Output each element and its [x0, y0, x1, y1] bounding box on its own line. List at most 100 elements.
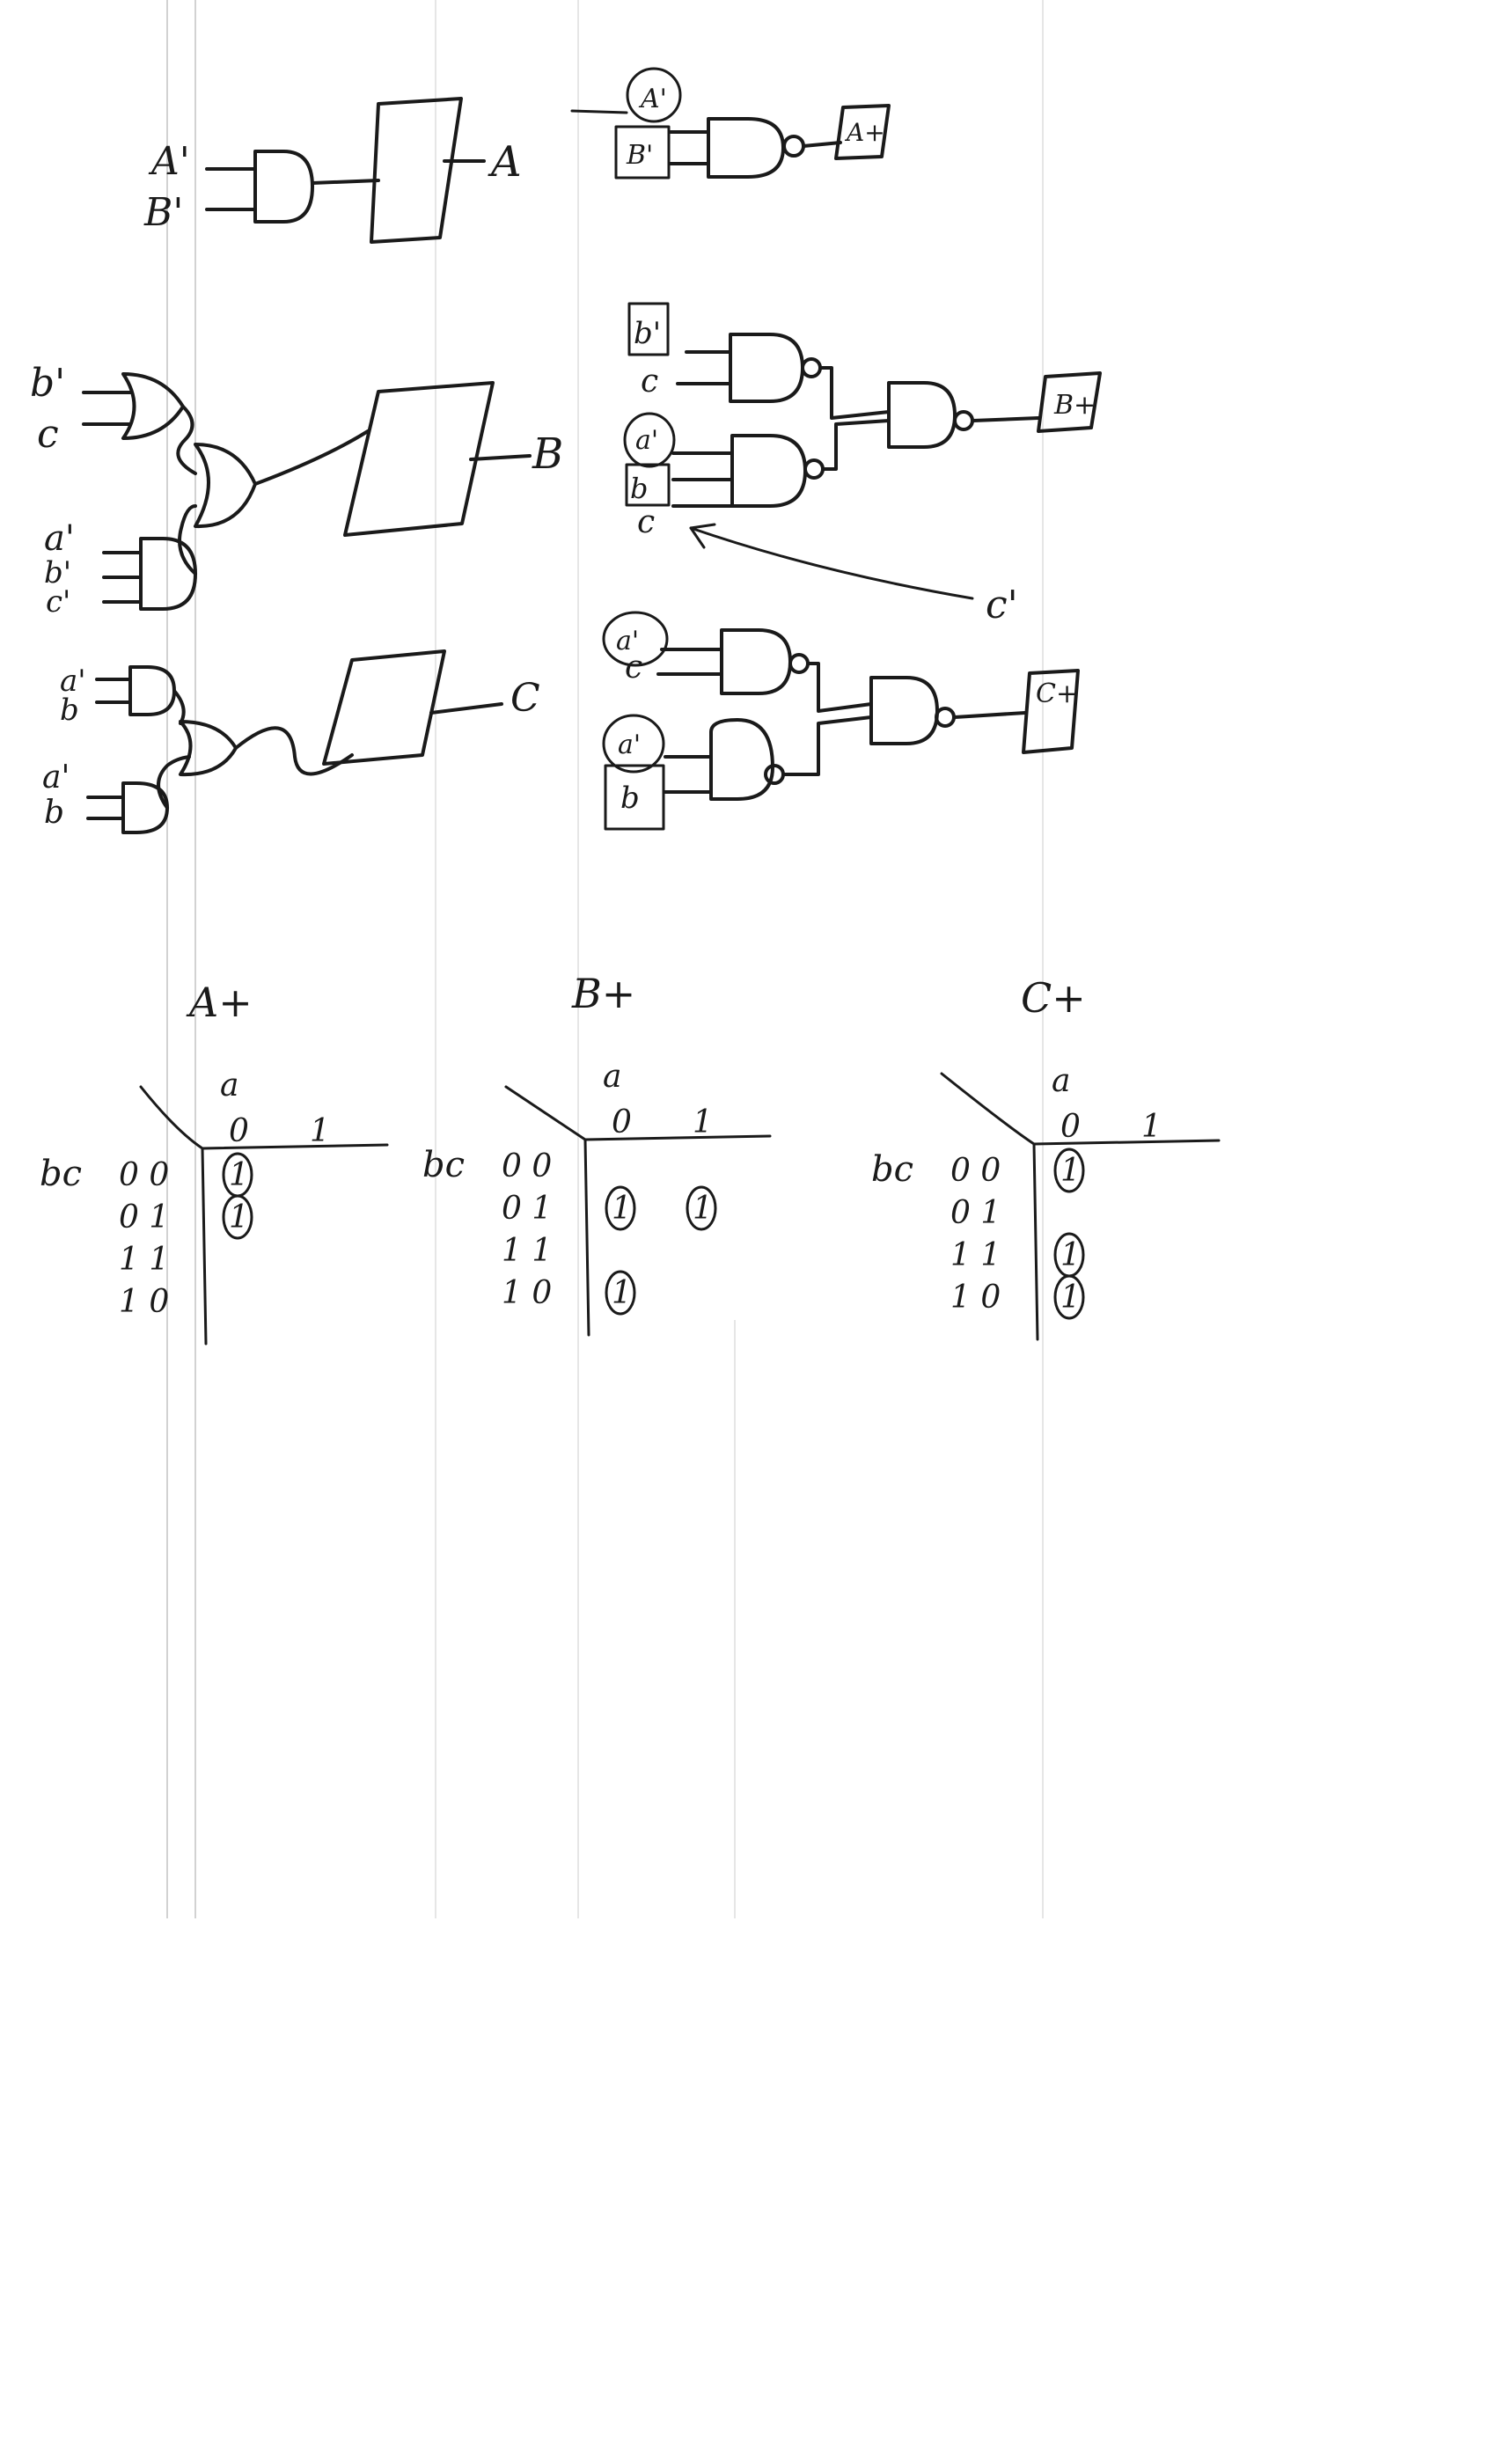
kmap-top-axis	[583, 1134, 772, 1141]
kmap-col-var: a	[220, 1067, 238, 1104]
circuit-b-nand2-input-2: b	[630, 472, 648, 505]
kmap-row-var: bc	[871, 1149, 913, 1190]
circuit-a-ff-output: A	[488, 137, 522, 187]
circuit-c-next-state-logic: a' c a' b C+	[602, 611, 1080, 831]
circuit-c-nand-3	[869, 676, 939, 745]
kmap-col-label: 0	[612, 1104, 632, 1140]
kmap-row-label: 0 1	[119, 1199, 169, 1236]
circuit-b-next-state: B+	[1053, 390, 1096, 421]
circuit-c-nand1-input-2: c	[625, 649, 642, 686]
circuit-c-next-state: C+	[1036, 678, 1078, 709]
circuit-c: a' b a' b C a' c a' b	[42, 611, 1080, 834]
circuit-b-or-gate-top	[121, 372, 185, 440]
circuit-c-input-top-2: b	[60, 693, 79, 728]
kmap-col-var: a	[603, 1059, 621, 1095]
kmaps: A+ a 0 1 bc 0 0 0 1 1 1 1 0 1 1 B+ a 0 1 bc 0 0 0 1 1 1 1 0…	[40, 970, 1221, 1346]
circuit-c-nand1-input-1: a'	[616, 626, 639, 656]
circuit-b-nand2-input-1: a'	[635, 425, 658, 456]
kmap-top-axis	[1032, 1139, 1221, 1146]
kmap-group-circle	[686, 1185, 717, 1231]
kmap-cell-value: 1	[612, 1191, 632, 1227]
circuit-b-input-top-1: b'	[30, 361, 65, 406]
circuit-b-input-top-2: c	[37, 412, 59, 457]
circuit-a: A' B' A A' B' A+	[143, 67, 891, 244]
circuit-c-ff-output: C	[510, 676, 540, 721]
circuit-b-ff-output: B	[532, 429, 563, 479]
circuit-c-input-bottom-1: a'	[42, 759, 70, 796]
kmap-group-circle	[222, 1194, 253, 1240]
kmap-group-circle	[1053, 1148, 1085, 1193]
kmap-row-label: 1 1	[502, 1233, 552, 1269]
kmap-title: B+	[571, 970, 635, 1017]
kmap-row-label: 1 0	[950, 1280, 1001, 1316]
circuit-b-input-bottom-2: b'	[44, 555, 71, 590]
circuit-a-gate-input-1: A'	[638, 84, 667, 114]
kmap-row-label: 0 0	[502, 1148, 552, 1184]
kmap-1: A+ a 0 1 bc 0 0 0 1 1 1 1 0 1 1	[40, 979, 389, 1346]
kmap-row-label: 0 1	[502, 1191, 552, 1227]
kmap-cell-value: 1	[1060, 1153, 1081, 1189]
kmap-row-label: 0 0	[119, 1157, 169, 1193]
kmap-cell-value: 1	[612, 1275, 632, 1311]
circuit-b-nand1-input-2: c	[641, 363, 658, 400]
kmap-cell-value: 1	[693, 1191, 713, 1227]
kmap-group-circle	[605, 1185, 636, 1231]
circuit-a-next-state: A+	[844, 118, 885, 147]
kmap-corner-slash	[139, 1085, 204, 1150]
kmap-left-axis	[583, 1138, 590, 1337]
kmap-cell-value: 1	[229, 1157, 249, 1193]
circuit-a-and-gate	[205, 150, 380, 224]
kmap-group-circle	[1053, 1274, 1085, 1320]
circuit-b-nand-3	[887, 381, 957, 449]
kmap-corner-slash	[504, 1085, 587, 1141]
kmap-top-axis	[201, 1143, 389, 1150]
circuit-b-input-bottom-1: a'	[44, 518, 75, 559]
kmap-col-label: 0	[229, 1113, 249, 1149]
kmap-group-circle	[605, 1270, 636, 1316]
kmap-col-label: 1	[1141, 1109, 1162, 1145]
circuit-b-or-gate-combine	[194, 443, 257, 529]
kmap-cell-value: 1	[229, 1199, 249, 1236]
kmap-row-label: 0 0	[950, 1153, 1001, 1189]
kmap-row-var: bc	[422, 1145, 465, 1185]
kmap-2: B+ a 0 1 bc 0 0 0 1 1 1 1 0 1 1 1	[422, 970, 772, 1337]
circuit-a-gate-input-2: B'	[626, 140, 653, 171]
kmap-col-label: 1	[693, 1104, 713, 1140]
circuit-b-annotation: c'	[986, 583, 1018, 627]
circuit-c-input-bottom-2: b	[44, 795, 64, 831]
circuit-b-nand-1	[729, 333, 804, 403]
circuit-c-input-top-1: a'	[60, 664, 86, 699]
kmap-title: C+	[1021, 974, 1086, 1022]
kmap-col-label: 0	[1060, 1109, 1081, 1145]
circuit-b-input-bottom-3: c'	[46, 584, 70, 620]
kmap-left-axis	[201, 1147, 208, 1346]
kmap-row-label: 1 1	[119, 1242, 169, 1278]
kmap-row-var: bc	[40, 1154, 82, 1194]
circuit-b-next-state-logic: b' c a' b c B+ c'	[623, 302, 1102, 627]
kmap-left-axis	[1032, 1142, 1039, 1341]
circuit-a-input-2: B'	[143, 190, 183, 235]
circuit-a-flip-flop	[370, 97, 463, 244]
kmap-row-label: 1 0	[502, 1275, 552, 1311]
circuit-c-nand-1	[720, 628, 792, 695]
kmap-row-label: 0 1	[950, 1195, 1001, 1231]
kmap-corner-slash	[940, 1072, 1036, 1146]
circuit-b: b' c a' b' c' B b' c a' b c	[30, 302, 1102, 627]
circuit-b-flip-flop	[343, 381, 495, 537]
kmap-cell-value: 1	[1060, 1280, 1081, 1316]
kmap-row-label: 1 1	[950, 1237, 1001, 1273]
kmap-row-label: 1 0	[119, 1284, 169, 1320]
kmap-cell-value: 1	[1060, 1237, 1081, 1273]
circuit-b-nand2-input-3: c	[637, 504, 655, 540]
page-rules	[166, 0, 1044, 1918]
circuit-b-nand1-input-1: b'	[634, 316, 661, 351]
circuit-c-flip-flop	[322, 649, 446, 766]
kmap-col-var: a	[1052, 1063, 1070, 1099]
circuit-a-input-1: A'	[148, 139, 190, 184]
kmap-col-label: 1	[310, 1113, 330, 1149]
kmap-title: A+	[186, 979, 253, 1026]
circuit-a-next-state-logic: A' B' A+	[570, 67, 891, 180]
circuit-c-nand-2	[709, 718, 774, 801]
circuit-c-nand2-input-1: a'	[618, 730, 641, 760]
